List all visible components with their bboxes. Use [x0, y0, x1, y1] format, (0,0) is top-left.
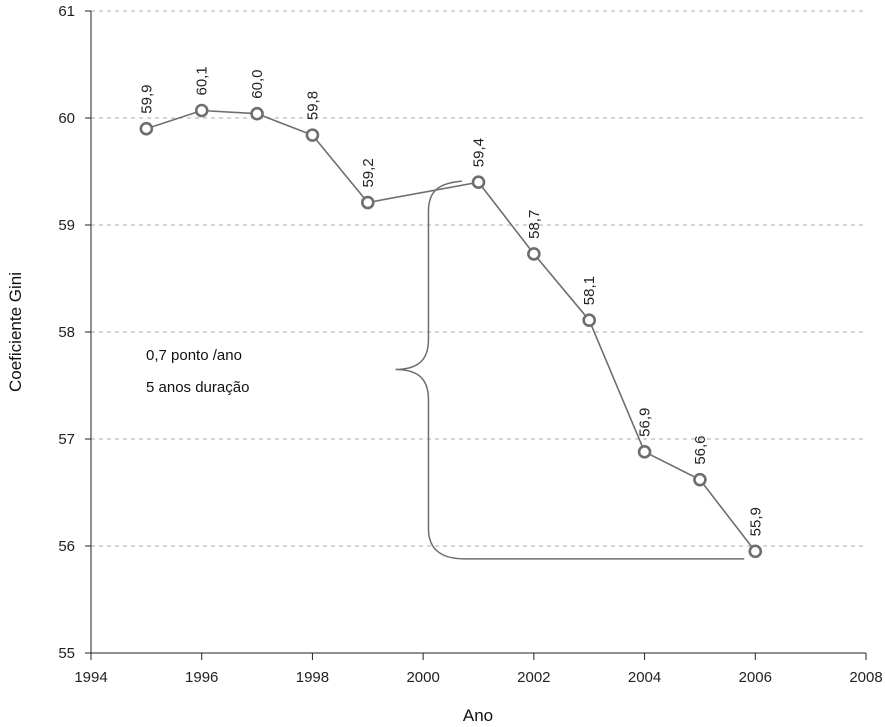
data-point — [693, 472, 707, 487]
y-tick-label: 56 — [58, 538, 75, 555]
axes: 55 56 57 58 59 60 61 1994 1996 1998 2000 2002 2004 20… — [58, 3, 882, 686]
data-label: 56,6 — [692, 435, 709, 464]
y-tick-label: 61 — [58, 3, 75, 20]
x-tick-label: 1994 — [74, 669, 107, 686]
x-tick-label: 2000 — [406, 669, 439, 686]
data-point — [250, 106, 264, 121]
x-tick-label: 2006 — [739, 669, 772, 686]
y-tick-label: 57 — [58, 431, 75, 448]
data-label: 58,1 — [581, 276, 598, 305]
data-point — [360, 195, 375, 210]
y-tick-label: 60 — [58, 110, 75, 127]
data-point — [139, 121, 154, 136]
y-tick-label: 55 — [58, 645, 75, 662]
data-label: 59,2 — [360, 158, 377, 187]
y-tick-label: 59 — [58, 217, 75, 234]
annotation-rate: 0,7 ponto /ano — [146, 347, 242, 364]
annotation-bracket — [395, 180, 745, 560]
data-point — [748, 544, 763, 559]
y-axis-title: Coeficiente Gini — [6, 272, 25, 392]
data-label: 58,7 — [526, 210, 543, 239]
data-label: 60,0 — [249, 70, 266, 99]
grid-lines — [91, 10, 866, 547]
data-point — [471, 175, 486, 189]
annotation-bracket-group — [395, 180, 745, 560]
data-point — [637, 445, 652, 459]
data-label: 60,1 — [194, 66, 211, 95]
data-labels: 59,9 60,1 60,0 59,8 59,2 59,4 58,7 58,1 56,9 56,6… — [138, 66, 764, 536]
annotation-duration: 5 anos duração — [146, 379, 249, 396]
y-tick-label: 58 — [58, 324, 75, 341]
x-tick-label: 2002 — [517, 669, 550, 686]
data-point — [305, 128, 320, 142]
x-tick-label: 2004 — [628, 669, 661, 686]
data-label: 59,8 — [304, 91, 321, 120]
x-tick-label: 2008 — [849, 669, 882, 686]
data-point — [582, 313, 597, 328]
series-group — [139, 103, 763, 559]
data-label: 56,9 — [637, 408, 654, 437]
x-tick-label: 1996 — [185, 669, 218, 686]
x-tick-label: 1998 — [296, 669, 329, 686]
data-point — [527, 247, 541, 261]
x-axis-title: Ano — [463, 706, 493, 725]
data-label: 55,9 — [747, 507, 764, 536]
data-point — [194, 103, 209, 118]
data-label: 59,4 — [471, 138, 488, 167]
series-line — [146, 109, 756, 552]
data-label: 59,9 — [138, 84, 155, 113]
